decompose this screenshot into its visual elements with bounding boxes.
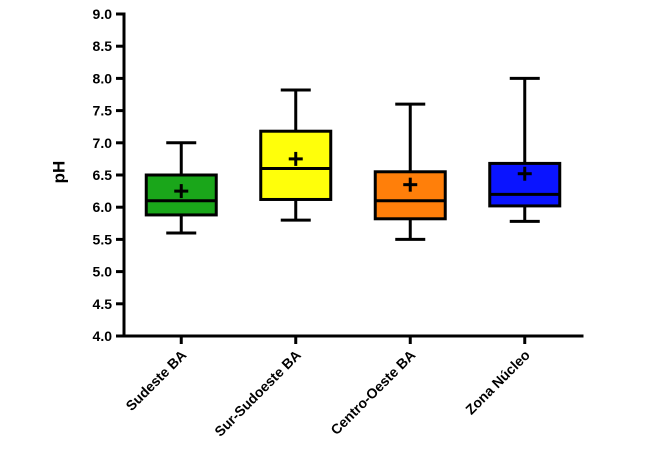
x-tick-label: Sur-Sudoeste BA (211, 347, 304, 440)
x-tick-label: Centro-Oeste BA (327, 347, 418, 438)
x-tick-label: Zona Núcleo (462, 347, 533, 418)
y-tick-label: 5.5 (93, 231, 113, 247)
box-group (373, 102, 447, 241)
y-tick-label: 7.5 (93, 103, 113, 119)
iqr-box (144, 173, 218, 217)
y-ticks: 4.0 4.5 5.0 5.5 6.0 6.5 7.0 7.5 8.0 8.5 9.0 (93, 6, 124, 344)
box-group (488, 76, 562, 223)
y-tick-label: 8.0 (93, 70, 113, 86)
y-axis-title: pH (49, 161, 68, 184)
y-tick-label: 6.0 (93, 199, 113, 215)
box-group (259, 88, 333, 222)
y-tick-label: 8.5 (93, 38, 113, 54)
x-ticks: Sudeste BA Sur-Sudoeste BA Centro-Oeste BA… (122, 336, 533, 440)
box-group (144, 141, 218, 235)
y-tick-label: 4.0 (93, 328, 113, 344)
x-tick-label: Sudeste BA (122, 347, 189, 414)
boxes (144, 76, 562, 241)
y-tick-label: 5.0 (93, 264, 113, 280)
y-tick-label: 4.5 (93, 296, 113, 312)
axes: 4.0 4.5 5.0 5.5 6.0 6.5 7.0 7.5 8.0 8.5 9.0 Sudest… (93, 6, 584, 440)
y-tick-label: 9.0 (93, 6, 113, 22)
y-tick-label: 6.5 (93, 167, 113, 183)
y-tick-label: 7.0 (93, 135, 113, 151)
